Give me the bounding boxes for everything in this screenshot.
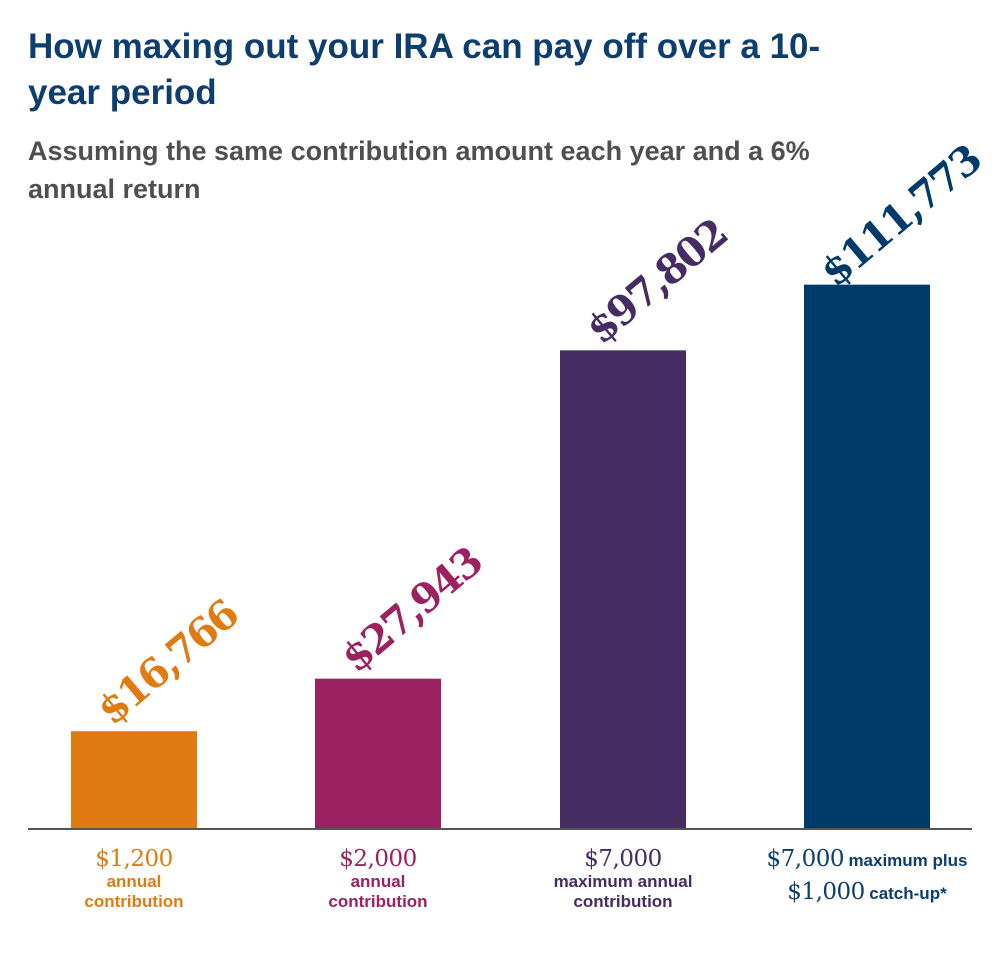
category-amount: $2,000 xyxy=(339,846,417,872)
category-amount-2: $1,000 xyxy=(787,879,865,905)
category-text: maximum annual contribution xyxy=(553,872,693,911)
bar-2 xyxy=(315,678,441,828)
value-label-2: $27,943 xyxy=(333,538,491,681)
category-text: annual contribution xyxy=(84,872,184,911)
value-label-1: $16,766 xyxy=(89,591,247,734)
chart-subtitle: Assuming the same contribution amount ea… xyxy=(28,136,810,204)
category-amount: $7,000 xyxy=(584,846,662,872)
bar-4 xyxy=(804,284,930,829)
category-label-3: $7,000 maximum annual contribution xyxy=(503,846,743,912)
chart-title: How maxing out your IRA can pay off over… xyxy=(28,27,821,112)
value-label-4: $111,773 xyxy=(812,136,990,296)
bar-3 xyxy=(560,350,686,828)
category-text-2: catch-up* xyxy=(869,884,947,903)
category-label-2: $2,000 annual contribution xyxy=(258,846,498,912)
bar-1 xyxy=(71,731,197,828)
category-label-4: $7,000 maximum plus $1,000 catch-up* xyxy=(747,846,987,908)
category-amount: $1,200 xyxy=(95,846,173,872)
value-label-3: $97,802 xyxy=(578,210,736,353)
category-label-1: $1,200 annual contribution xyxy=(14,846,254,912)
category-text: annual contribution xyxy=(328,872,428,911)
category-amount: $7,000 xyxy=(766,846,845,872)
category-text: maximum plus xyxy=(848,851,968,870)
